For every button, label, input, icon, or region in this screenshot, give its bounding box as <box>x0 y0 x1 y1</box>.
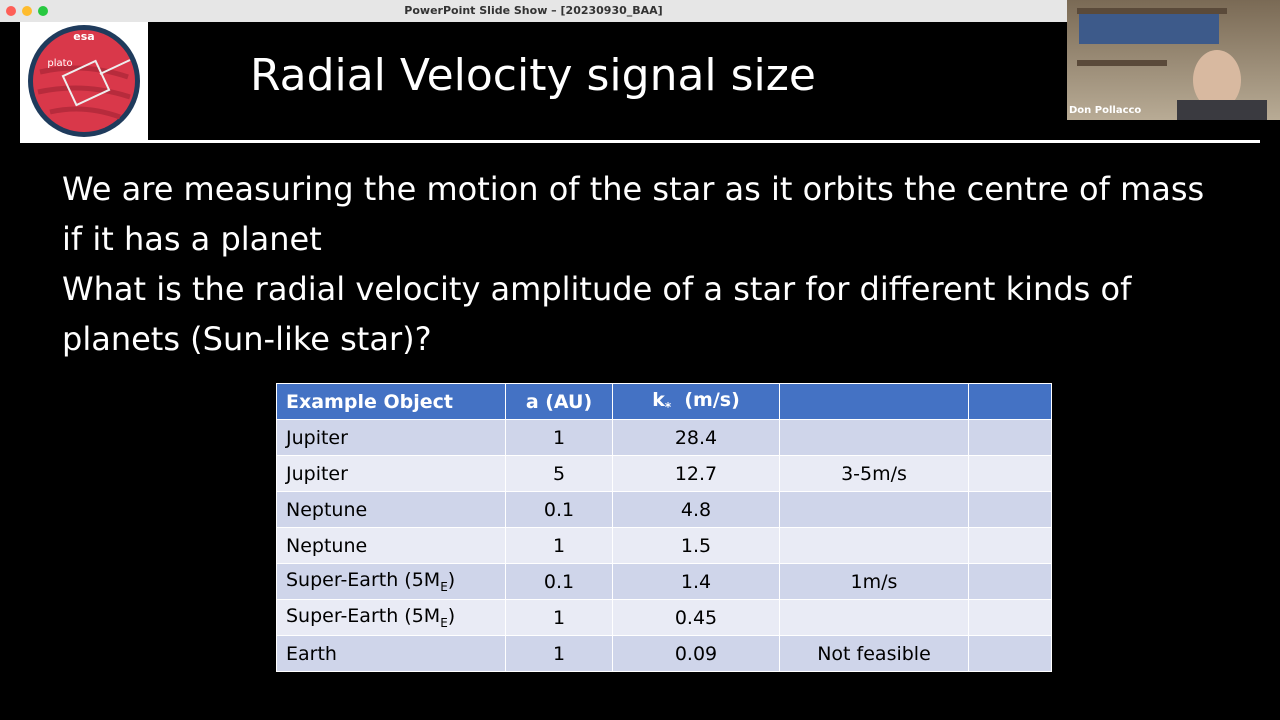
table-cell: 28.4 <box>612 419 780 456</box>
table-cell: 1.5 <box>612 527 780 564</box>
table-row: Super-Earth (5ME) 0.1 1.4 1m/s <box>276 563 1052 600</box>
table-row: Example Object a (AU) k* (m/s) <box>276 383 1052 420</box>
table-cell: Jupiter <box>276 419 506 456</box>
subscript: * <box>664 399 672 414</box>
table-row: Jupiter 5 12.7 3-5m/s <box>276 455 1052 492</box>
table-cell: Example Object <box>276 383 506 420</box>
table-cell: 5 <box>505 455 613 492</box>
paragraph: What is the radial velocity amplitude of… <box>62 270 1132 358</box>
video-image <box>1077 8 1267 120</box>
table-cell <box>779 491 969 528</box>
table-cell: 4.8 <box>612 491 780 528</box>
participant-name: Don Pollacco <box>1069 105 1142 116</box>
zoom-button[interactable] <box>38 6 48 16</box>
table-row: Jupiter 1 28.4 <box>276 419 1052 456</box>
table-cell: Neptune <box>276 491 506 528</box>
table-row: Neptune 0.1 4.8 <box>276 491 1052 528</box>
table-cell <box>968 455 1052 492</box>
table-cell <box>968 635 1052 672</box>
table-cell: 1 <box>505 635 613 672</box>
table-cell <box>968 563 1052 600</box>
slide-title: Radial Velocity signal size <box>250 50 816 101</box>
table-cell: Earth <box>276 635 506 672</box>
table-cell: a (AU) <box>505 383 613 420</box>
table-cell: 1 <box>505 419 613 456</box>
title-rule <box>20 140 1260 143</box>
table-cell: 0.1 <box>505 491 613 528</box>
window-title: PowerPoint Slide Show – [20230930_BAA] <box>404 4 663 17</box>
table-cell: Not feasible <box>779 635 969 672</box>
table-cell: 0.45 <box>612 599 780 636</box>
table-row: Neptune 1 1.5 <box>276 527 1052 564</box>
table-cell: 1 <box>505 599 613 636</box>
paragraph: We are measuring the motion of the star … <box>62 170 1205 258</box>
table-cell: 0.1 <box>505 563 613 600</box>
table-cell <box>779 419 969 456</box>
table-cell <box>968 527 1052 564</box>
logo-graphic: esa plato <box>28 25 140 137</box>
slide-body: We are measuring the motion of the star … <box>62 164 1212 364</box>
table-cell: Jupiter <box>276 455 506 492</box>
logo: esa plato <box>20 22 148 140</box>
table-cell: 1.4 <box>612 563 780 600</box>
table-cell <box>968 491 1052 528</box>
table-cell: Neptune <box>276 527 506 564</box>
logo-agency: esa <box>73 30 94 43</box>
table-cell: 1 <box>505 527 613 564</box>
table-cell: 1m/s <box>779 563 969 600</box>
logo-mission: plato <box>47 58 72 69</box>
video-tile: Don Pollacco <box>1067 0 1280 120</box>
table-cell <box>968 599 1052 636</box>
text: ) <box>447 605 456 628</box>
table-cell: k* (m/s) <box>612 383 780 420</box>
subscript: E <box>440 615 448 630</box>
text: (m/s) <box>671 389 740 412</box>
table-cell <box>779 599 969 636</box>
table-cell <box>779 527 969 564</box>
table-cell: Super-Earth (5ME) <box>276 563 506 600</box>
subscript: E <box>440 579 448 594</box>
table-cell <box>968 383 1052 420</box>
table-cell: 0.09 <box>612 635 780 672</box>
minimize-button[interactable] <box>22 6 32 16</box>
table-row: Earth 1 0.09 Not feasible <box>276 635 1052 672</box>
text: k <box>652 389 665 412</box>
close-button[interactable] <box>6 6 16 16</box>
text: Super-Earth (5M <box>286 569 441 592</box>
table-cell: 3-5m/s <box>779 455 969 492</box>
table-cell: Super-Earth (5ME) <box>276 599 506 636</box>
data-table: Example Object a (AU) k* (m/s) Jupiter 1 28.4… <box>276 383 1052 672</box>
table-cell: 12.7 <box>612 455 780 492</box>
text: Super-Earth (5M <box>286 605 441 628</box>
table-row: Super-Earth (5ME) 1 0.45 <box>276 599 1052 636</box>
table-cell <box>779 383 969 420</box>
table-cell <box>968 419 1052 456</box>
text: ) <box>447 569 456 592</box>
window-title-bar: PowerPoint Slide Show – [20230930_BAA] <box>0 0 1067 22</box>
